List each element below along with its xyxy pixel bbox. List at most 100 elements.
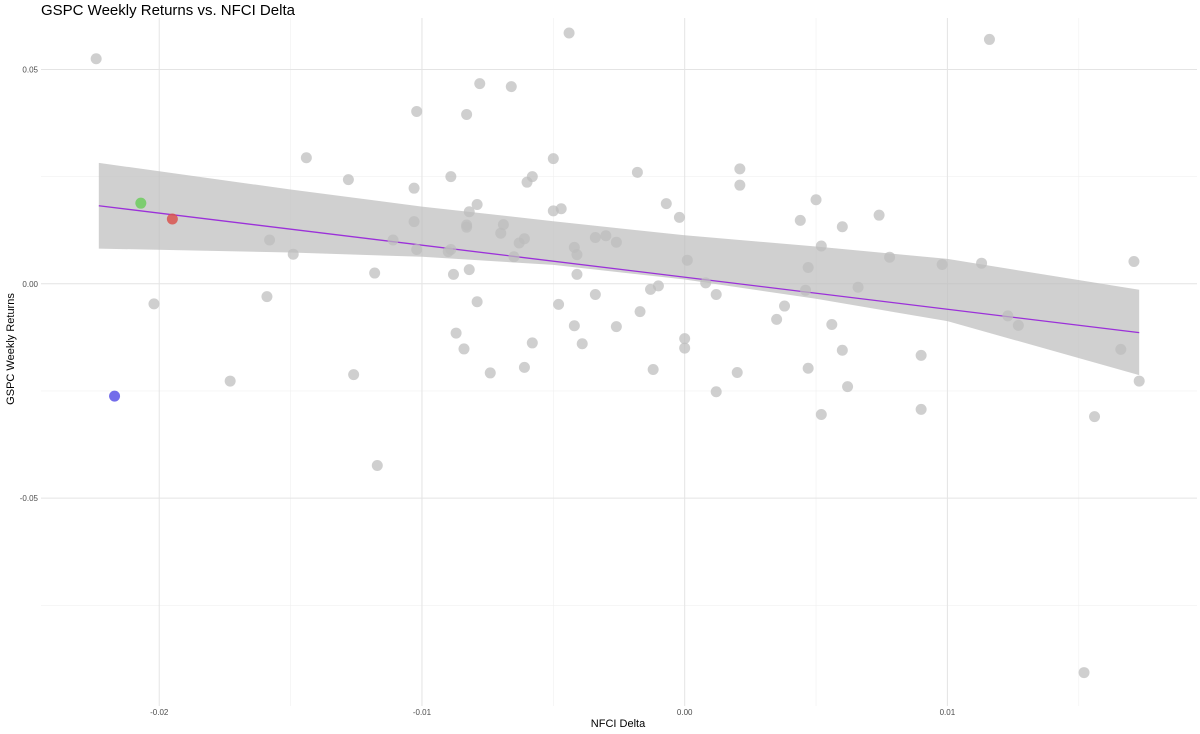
scatter-point [447, 268, 459, 280]
scatter-point [508, 251, 520, 263]
scatter-point [408, 182, 420, 194]
scatter-point [842, 381, 854, 393]
scatter-point [518, 361, 530, 373]
regression-line [98, 205, 1140, 334]
scatter-point [484, 367, 496, 379]
scatter-point [571, 268, 583, 280]
scatter-point [836, 221, 848, 233]
scatter-point [634, 306, 646, 318]
y-tick-label: 0.05 [22, 65, 38, 74]
scatter-point [976, 257, 988, 269]
scatter-point [224, 375, 236, 387]
scatter-point [526, 337, 538, 349]
scatter-point [983, 33, 995, 45]
scatter-point [461, 221, 473, 233]
scatter-point [734, 163, 746, 175]
scatter-point [1128, 255, 1140, 267]
scatter-point [836, 344, 848, 356]
scatter-point [264, 234, 276, 246]
scatter-point [348, 369, 360, 381]
scatter-point [673, 211, 685, 223]
scatter-point [826, 318, 838, 330]
scatter-point [660, 198, 672, 210]
fit-line-layer [98, 205, 1140, 334]
scatter-point [369, 267, 381, 279]
scatter-point [555, 203, 567, 215]
x-tick-label: -0.02 [150, 708, 169, 717]
data-points [90, 27, 1145, 679]
scatter-point [915, 403, 927, 415]
scatter-point [505, 81, 517, 93]
scatter-point [571, 249, 583, 261]
scatter-point [387, 234, 399, 246]
scatter-point [800, 284, 812, 296]
scatter-point [1115, 343, 1127, 355]
scatter-point [815, 240, 827, 252]
x-tick-label: 0.01 [940, 708, 956, 717]
scatter-point [563, 27, 575, 39]
scatter-point [411, 105, 423, 117]
scatter-point [371, 460, 383, 472]
scatter-point [463, 264, 475, 276]
scatter-point [810, 194, 822, 206]
scatter-point [471, 198, 483, 210]
scatter-point [779, 300, 791, 312]
scatter-point [884, 251, 896, 263]
scatter-point [408, 216, 420, 228]
scatter-point [734, 179, 746, 191]
y-axis-title: GSPC Weekly Returns [5, 293, 17, 405]
scatter-point [731, 367, 743, 379]
scatter-point [589, 288, 601, 300]
scatter-point [497, 219, 509, 231]
chart-title: GSPC Weekly Returns vs. NFCI Delta [41, 2, 296, 19]
scatter-point [679, 333, 691, 345]
scatter-point [300, 152, 312, 164]
x-tick-label: 0.00 [677, 708, 693, 717]
scatter-point [576, 338, 588, 350]
grid-lines [41, 18, 1197, 706]
highlighted-points [109, 197, 178, 402]
scatter-point [442, 246, 454, 258]
scatter-point [342, 174, 354, 186]
scatter-point [553, 298, 565, 310]
y-tick-label: 0.00 [22, 280, 38, 289]
scatter-point [287, 248, 299, 260]
scatter-point [1089, 411, 1101, 423]
highlighted-point [135, 197, 147, 209]
scatter-point [148, 298, 160, 310]
scatter-point [652, 280, 664, 292]
y-tick-label: -0.05 [20, 494, 39, 503]
scatter-point [461, 108, 473, 120]
scatter-point [495, 227, 507, 239]
scatter-point [771, 313, 783, 325]
x-axis-title: NFCI Delta [591, 718, 646, 730]
scatter-point [1133, 375, 1145, 387]
scatter-point [815, 409, 827, 421]
scatter-point [518, 233, 530, 245]
scatter-point [474, 78, 486, 90]
scatter-point [526, 171, 538, 183]
scatter-point [90, 53, 102, 65]
scatter-point [679, 342, 691, 354]
scatter-point [1078, 667, 1090, 679]
scatter-point [710, 386, 722, 398]
scatter-point [589, 231, 601, 243]
x-tick-label: -0.01 [413, 708, 432, 717]
scatter-point [852, 281, 864, 293]
scatter-point [411, 243, 423, 255]
scatter-point [631, 166, 643, 178]
scatter-point [610, 236, 622, 248]
scatter-point [450, 327, 462, 339]
scatter-point [915, 349, 927, 361]
scatter-point [568, 320, 580, 332]
scatter-point [681, 254, 693, 266]
scatter-point [600, 230, 612, 242]
scatter-point [710, 288, 722, 300]
scatter-point [1002, 310, 1014, 322]
scatter-point [802, 261, 814, 273]
scatter-point [547, 153, 559, 165]
scatter-point [700, 277, 712, 289]
scatter-point [458, 343, 470, 355]
scatter-point [445, 171, 457, 183]
